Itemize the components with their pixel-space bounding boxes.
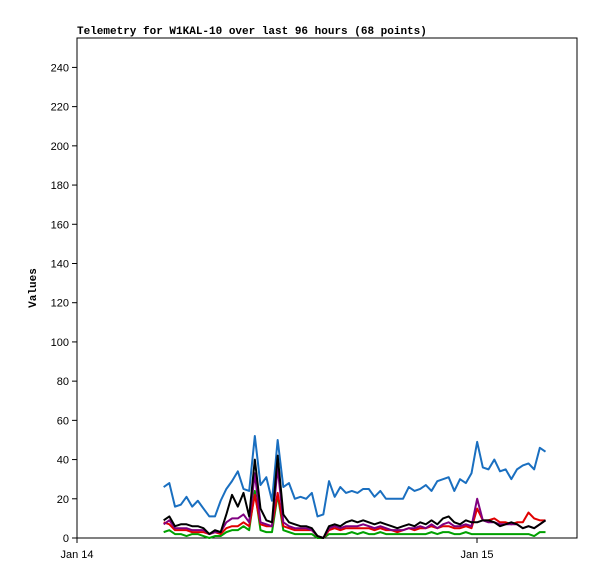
y-tick-label: 120 [51,298,69,310]
y-tick-label: 180 [51,180,69,192]
y-tick-label: 80 [57,376,69,388]
y-axis-label: Values [28,268,40,308]
y-tick-label: 200 [51,141,69,153]
y-tick-label: 220 [51,102,69,114]
y-tick-label: 60 [57,415,69,427]
series-line [163,435,547,518]
series-line [163,454,547,539]
x-tick-label: Jan 14 [60,549,93,561]
y-tick-label: 40 [57,455,69,467]
plot-frame [76,37,578,539]
series-line [163,466,547,539]
chart-title: Telemetry for W1KAL-10 over last 96 hour… [77,26,427,38]
y-tick-label: 160 [51,219,69,231]
y-tick-label: 240 [51,62,69,74]
y-tick-label: 140 [51,258,69,270]
x-tick-label: Jan 15 [460,549,493,561]
y-tick-label: 0 [63,533,69,545]
y-tick-label: 20 [57,494,69,506]
y-tick-label: 100 [51,337,69,349]
series-line [163,489,546,539]
